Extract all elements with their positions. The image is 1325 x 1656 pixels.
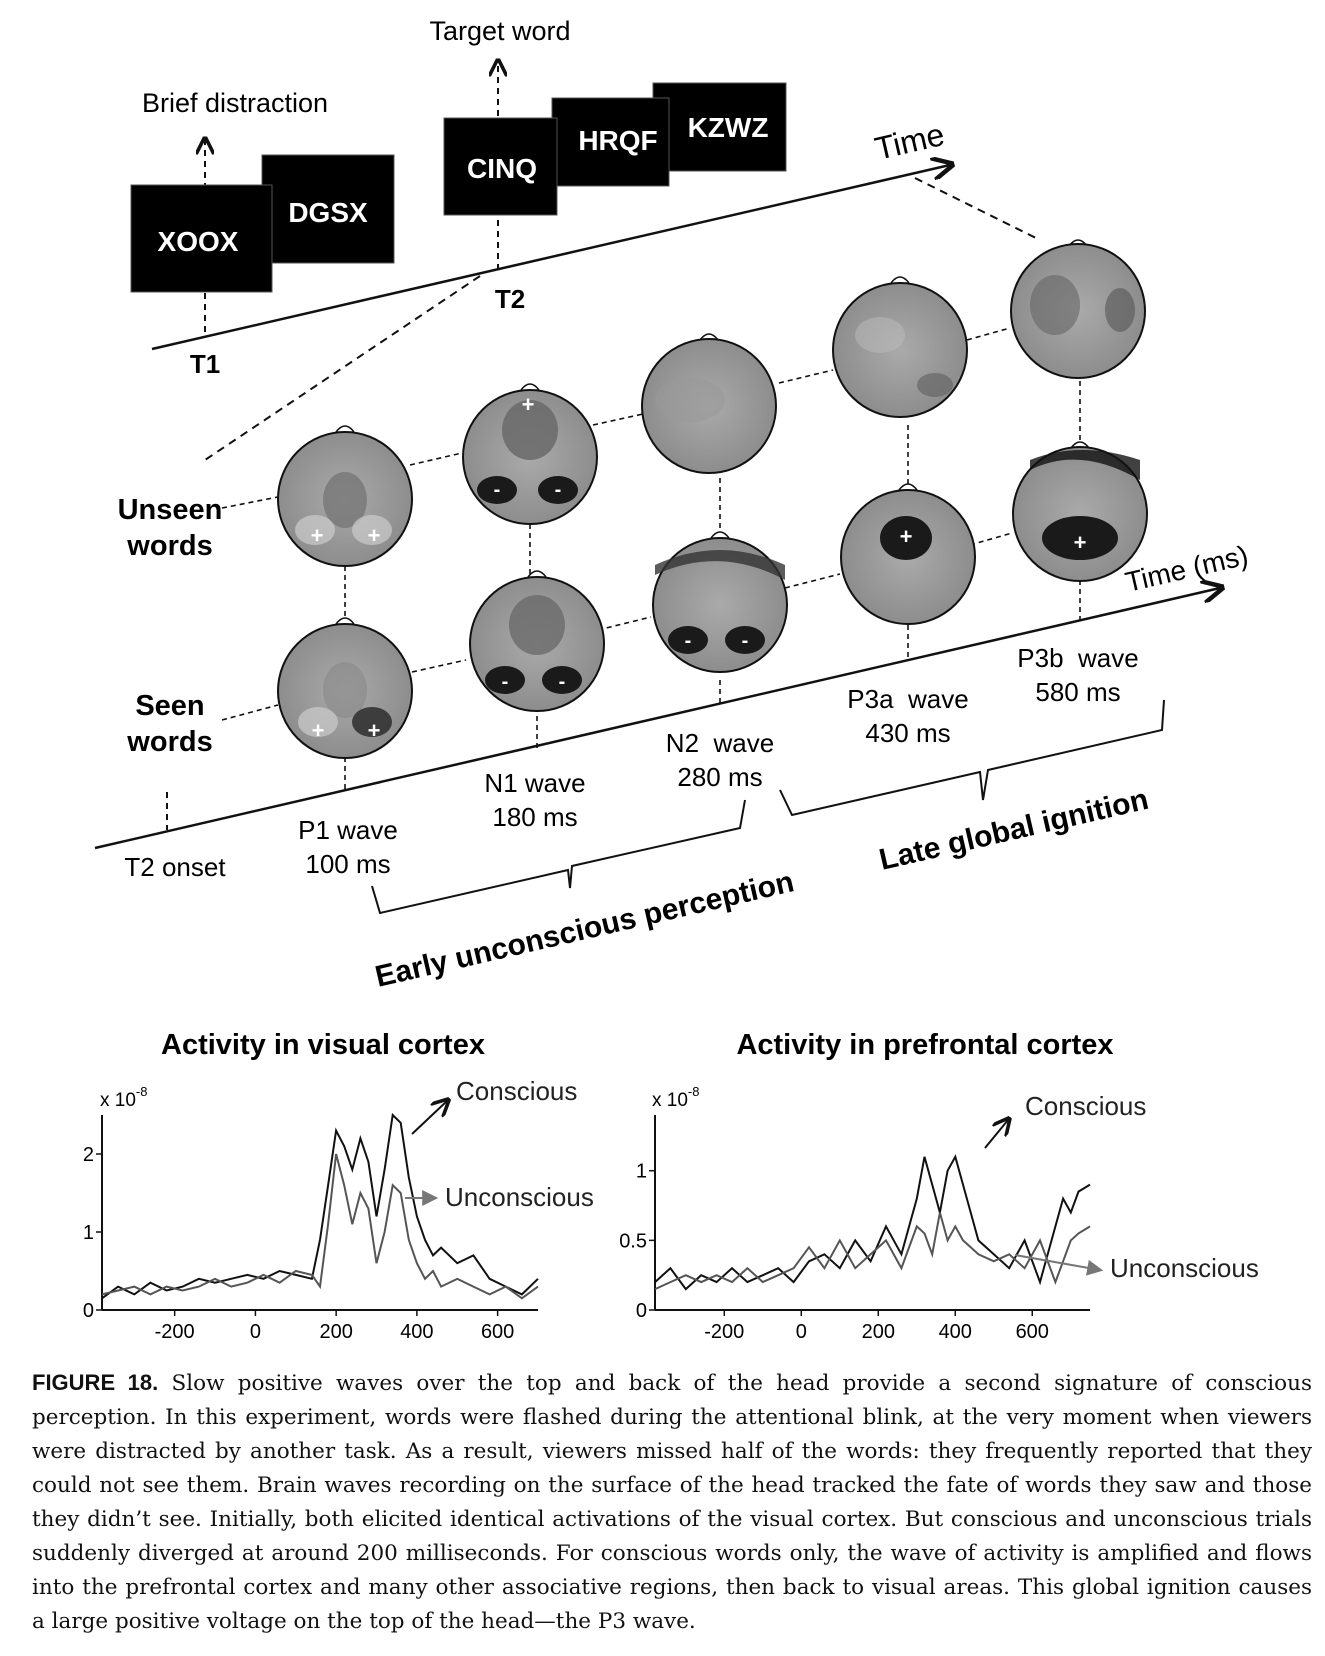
bracket-late-label: Late global ignition [876,783,1151,877]
chart-prefrontal-yunit: x 10-8 [652,1084,699,1111]
headmap-unseen-n2 [641,333,777,474]
svg-text:-: - [555,479,562,501]
chart-prefrontal-cortex: Activity in prefrontal cortex x 10-8 -20… [619,1029,1259,1343]
top-timeline: Time T1 Brief distraction T2 Target word… [130,16,1041,461]
series-line-conscious [101,1112,539,1300]
stimulus-cinq: CINQ [467,153,537,184]
headmap-seen-n1: - - [469,570,605,712]
svg-text:-: - [742,630,749,652]
x-tick-label: 0 [796,1321,807,1343]
chart-visual-legend-unconscious: Unconscious [445,1182,594,1212]
svg-text:+: + [522,392,535,417]
x-tick-label: -200 [155,1321,195,1343]
stimulus-hrqf: HRQF [578,125,657,156]
svg-text:+: + [900,524,913,549]
headmap-unseen-p1: + + [277,425,413,567]
series-line-conscious [654,1154,1091,1291]
svg-text:+: + [312,718,325,743]
headmap-unseen-p3b [1010,239,1146,379]
series-line-unconscious [101,1153,539,1300]
svg-text:-: - [685,630,692,652]
bottom-axis-label: Time (ms) [1122,540,1251,598]
caption-text: Slow positive waves over the top and bac… [32,1371,1312,1634]
wave-n2-latency: 280 ms [677,762,762,792]
wave-p3a-latency: 430 ms [865,718,950,748]
stimulus-xoox: XOOX [158,226,239,257]
chart-prefrontal-legend-unconscious: Unconscious [1110,1253,1259,1283]
chart-visual-cortex: Activity in visual cortex x 10-8 -200 0 20… [83,1029,594,1343]
chart-prefrontal-title: Activity in prefrontal cortex [736,1029,1113,1061]
x-tick-label: -200 [704,1321,744,1343]
chart-visual-axes: -200 0 200 400 600 0 1 2 [83,1115,538,1343]
eeg-figure: Time T1 Brief distraction T2 Target word… [83,16,1259,1343]
top-axis-label: Time [871,116,947,167]
svg-text:-: - [502,671,509,693]
wave-p1-latency: 100 ms [305,849,390,879]
y-tick-label: 0 [83,1300,94,1322]
x-tick-label: 200 [319,1321,352,1343]
headmap-seen-p1: + + [277,617,413,759]
bottom-timeline: Time (ms) T2 onset Unseen words Seen wor… [94,239,1251,994]
headmap-seen-p3b: + [1012,441,1148,582]
stimulus-dgsx: DGSX [288,197,368,228]
stimulus-kzwz: KZWZ [688,112,769,143]
wave-p3a-name: P3a wave [847,684,968,714]
chart-visual-legend-conscious: Conscious [456,1076,577,1106]
t1-label: T1 [190,349,220,379]
y-tick-label: 0.5 [619,1230,647,1252]
y-tick-label: 1 [636,1161,647,1183]
svg-text:-: - [494,479,501,501]
chart-visual-title: Activity in visual cortex [161,1029,485,1061]
t2-onset-label: T2 onset [124,852,226,882]
series-line-unconscious [654,1212,1091,1291]
chart-visual-series [101,1112,539,1300]
svg-text:+: + [1074,530,1087,555]
figure-caption: FIGURE 18. Slow positive waves over the … [32,1366,1312,1639]
chart-prefrontal-series [654,1154,1091,1291]
svg-text:-: - [559,671,566,693]
row-unseen-line1: Unseen [118,494,223,526]
y-tick-label: 0 [636,1300,647,1322]
wave-n2-name: N2 wave [666,728,774,758]
x-tick-label: 600 [1016,1321,1049,1343]
row-seen-line1: Seen [135,690,204,722]
caption-label: FIGURE 18. [32,1370,159,1395]
t2-label: T2 [495,284,525,314]
x-tick-label: 400 [939,1321,972,1343]
svg-text:+: + [368,718,381,743]
headmap-unseen-n1: + - - [462,383,598,525]
headmap-seen-p3a: + [840,483,976,625]
chart-prefrontal-legend-conscious: Conscious [1025,1091,1146,1121]
y-tick-label: 1 [83,1222,94,1244]
x-tick-label: 400 [400,1321,433,1343]
x-tick-label: 200 [862,1321,895,1343]
chart-prefrontal-axes: -200 0 200 400 600 0 0.5 1 [619,1115,1090,1343]
wave-n1-name: N1 wave [484,768,585,798]
bracket-early-label: Early unconscious perception [372,865,797,994]
headmap-unseen-p3a [832,276,968,418]
svg-text:+: + [368,523,381,548]
target-label: Target word [429,16,570,46]
x-tick-label: 0 [250,1321,261,1343]
wave-p1-name: P1 wave [298,815,398,845]
chart-visual-yunit: x 10-8 [100,1084,147,1111]
wave-p3b-latency: 580 ms [1035,677,1120,707]
x-tick-label: 600 [481,1321,514,1343]
row-seen-line2: words [126,726,212,758]
svg-text:+: + [311,523,324,548]
headmap-seen-n2: - - [652,531,788,673]
y-tick-label: 2 [83,1144,94,1166]
wave-p3b-name: P3b wave [1017,643,1138,673]
row-unseen-line2: words [126,530,212,562]
wave-n1-latency: 180 ms [492,802,577,832]
distraction-label: Brief distraction [142,88,328,118]
